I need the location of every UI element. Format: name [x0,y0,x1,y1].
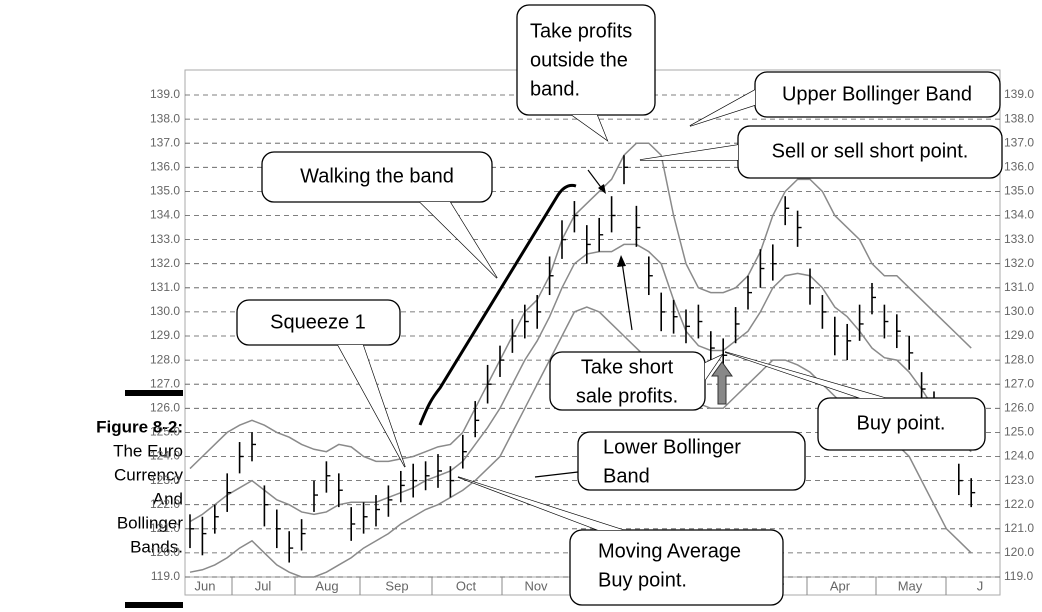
callout-text: Band [603,465,650,487]
month-label: Jul [255,578,272,593]
pointer [621,261,633,331]
walking-curve [418,183,577,426]
callout-box [817,397,986,451]
callout-text: sale profits. [576,385,678,407]
y-tick-label: 133.0 [150,232,180,246]
y-tick-label-right: 122.0 [1004,497,1034,511]
callout-box [569,529,784,606]
arrowhead [598,184,606,194]
y-tick-label: 131.0 [150,280,180,294]
caption-line: Bands. [130,537,183,556]
y-tick-label-right: 138.0 [1004,111,1034,125]
y-tick-label: 126.0 [150,400,180,414]
y-tick-label: 119.0 [151,569,180,583]
month-label: Aug [315,578,338,593]
y-tick-label-right: 137.0 [1004,135,1034,149]
callout-text: band. [530,78,580,100]
y-tick-label-right: 135.0 [1004,184,1034,198]
caption-line: Currency [114,465,183,484]
buy-arrow [711,361,733,405]
pointer [534,471,579,478]
caption-rule [125,602,183,608]
callout-text: Lower Bollinger [603,436,741,458]
y-tick-label-right: 132.0 [1004,256,1034,270]
y-tick-label: 132.0 [150,256,180,270]
y-tick-label: 138.0 [150,111,180,125]
y-tick-label: 130.0 [150,304,180,318]
callout-box [236,299,401,346]
y-tick-label: 139.0 [150,87,180,101]
callout-box [577,431,806,491]
month-label: May [898,578,923,593]
callout-tail-fill [338,345,405,467]
figure-label: Figure 8-2: [96,417,183,436]
callout-tail-fill [572,115,607,140]
arrowhead [617,255,626,267]
callout-tail-fill [640,145,738,160]
callout-tail-fill [420,202,497,278]
y-tick-label-right: 134.0 [1004,208,1034,222]
caption-line: Bollinger [117,513,183,532]
callout-text: Sell or sell short point. [772,140,969,162]
y-tick-label: 128.0 [150,352,180,366]
y-tick-label-right: 133.0 [1004,232,1034,246]
month-label: Apr [830,578,851,593]
callout-text: Moving Average [598,540,741,562]
y-tick-label: 129.0 [150,328,180,342]
y-tick-label: 135.0 [150,184,180,198]
caption-rule [125,390,183,396]
callout-tail-fill [705,355,722,380]
y-tick-label-right: 124.0 [1004,449,1034,463]
y-tick-label-right: 121.0 [1004,521,1034,535]
callout-text: Take profits [530,20,632,42]
y-tick-label-right: 136.0 [1004,159,1034,173]
month-label: J [977,578,984,593]
callout-text: Walking the band [300,165,454,187]
caption-line: And [153,489,183,508]
month-label: Sep [385,578,408,593]
callout-tail-fill [458,477,623,530]
y-tick-label: 120.0 [150,545,180,559]
callout-text: outside the [530,49,628,71]
callout-tail-fill [725,352,885,398]
y-tick-label-right: 129.0 [1004,328,1034,342]
y-tick-label-right: 120.0 [1004,545,1034,559]
y-tick-label-right: 125.0 [1004,425,1034,439]
callout-box [261,151,493,203]
caption-line: The Euro [113,441,183,460]
y-tick-label: 127.0 [150,376,180,390]
month-label: Jun [195,578,216,593]
y-tick-label-right: 128.0 [1004,352,1034,366]
callout-text: Buy point. [857,412,946,434]
y-tick-label-right: 130.0 [1004,304,1034,318]
bollinger-band [189,142,972,470]
y-tick-label: 134.0 [150,208,180,222]
y-tick-label: 123.0 [150,473,180,487]
y-tick-label-right: 139.0 [1004,87,1034,101]
callout-text: Upper Bollinger Band [782,83,972,105]
y-tick-label: 121.0 [150,521,180,535]
callout-box [549,351,706,411]
y-tick-label-right: 127.0 [1004,376,1034,390]
callout-text: Buy point. [598,569,687,591]
callout-text: Squeeze 1 [270,311,366,333]
y-tick-label-right: 131.0 [1004,280,1034,294]
y-tick-label: 136.0 [150,159,180,173]
y-tick-label: 137.0 [150,135,180,149]
month-label: Nov [524,578,548,593]
y-tick-label: 125.0 [150,425,180,439]
y-tick-label: 124.0 [150,449,180,463]
bollinger-band [189,243,972,523]
callout-tail-fill [690,90,755,126]
y-tick-label-right: 123.0 [1004,473,1034,487]
y-tick-label-right: 126.0 [1004,400,1034,414]
y-tick-label: 122.0 [150,497,180,511]
callout-text: Take short [581,356,674,378]
month-label: Oct [456,578,477,593]
y-tick-label-right: 119.0 [1004,569,1033,583]
